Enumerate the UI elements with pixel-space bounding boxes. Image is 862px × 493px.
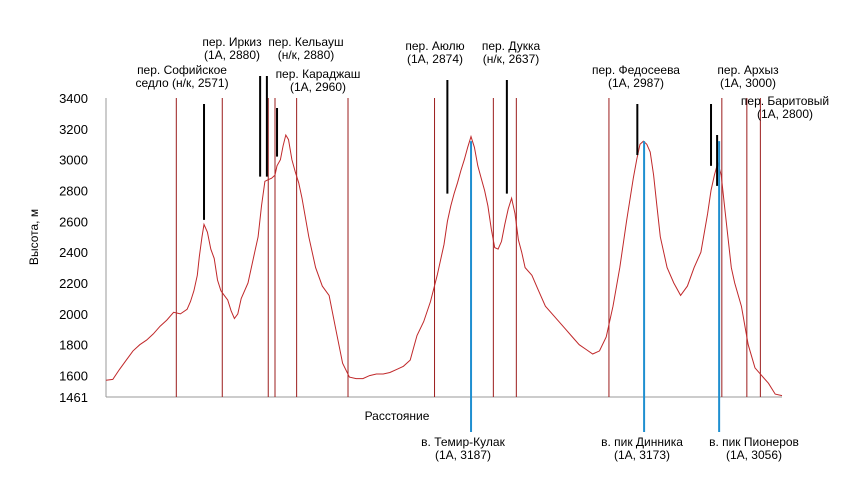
pass-label: седло (н/к, 2571) <box>135 76 228 90</box>
peak-annotations: в. Темир-Кулак(1А, 3187)в. пик Динника(1… <box>421 141 799 462</box>
peak-label: в. Темир-Кулак <box>421 435 505 449</box>
reference-lines <box>175 98 761 397</box>
pass-label: (1А, 2960) <box>290 80 346 94</box>
y-tick-label: 1600 <box>59 369 88 384</box>
y-tick-label: 2800 <box>59 184 88 199</box>
pass-label: (н/к, 2637) <box>483 52 540 66</box>
peak-label: (1А, 3056) <box>726 448 782 462</box>
pass-label: (1А, 2800) <box>757 107 813 121</box>
y-tick-label: 3000 <box>59 153 88 168</box>
pass-label: (н/к, 2880) <box>278 48 335 62</box>
pass-label: (1А, 2874) <box>407 52 463 66</box>
pass-label: (1А, 2987) <box>608 76 664 90</box>
y-tick-labels: 1461 1600 1800 2000 2200 2400 2600 2800 3000 3200… <box>59 91 88 405</box>
pass-label: пер. Иркиз <box>202 35 262 49</box>
y-tick-label: 2000 <box>59 307 88 322</box>
pass-label: пер. Аюлю <box>405 39 464 53</box>
pass-label: (1А, 2880) <box>204 48 260 62</box>
peak-label: (1А, 3187) <box>435 448 491 462</box>
pass-label: пер. Федосеева <box>592 63 680 77</box>
y-tick-label: 3400 <box>59 91 88 106</box>
y-tick-label: 2600 <box>59 214 88 229</box>
peak-label: в. пик Пионеров <box>709 435 799 449</box>
x-axis-label: Расстояние <box>365 409 430 423</box>
y-axis-label: Высота, м <box>27 209 41 265</box>
pass-label: пер. Кельауш <box>268 35 343 49</box>
elevation-series-line <box>105 133 783 397</box>
y-tick-label: 3200 <box>59 122 88 137</box>
pass-label: пер. Баритовый <box>741 94 829 108</box>
pass-label: пер. Софийское <box>137 63 227 77</box>
y-tick-label: 1461 <box>59 390 88 405</box>
peak-label: (1А, 3173) <box>614 448 670 462</box>
pass-label: пер. Архыз <box>717 63 779 77</box>
pass-label: пер. Дукка <box>482 39 541 53</box>
y-tick-label: 2400 <box>59 245 88 260</box>
pass-label: пер. Караджаш <box>276 67 361 81</box>
y-tick-label: 2200 <box>59 276 88 291</box>
pass-label: (1А, 3000) <box>720 76 776 90</box>
peak-label: в. пик Динника <box>601 435 683 449</box>
y-tick-label: 1800 <box>59 338 88 353</box>
